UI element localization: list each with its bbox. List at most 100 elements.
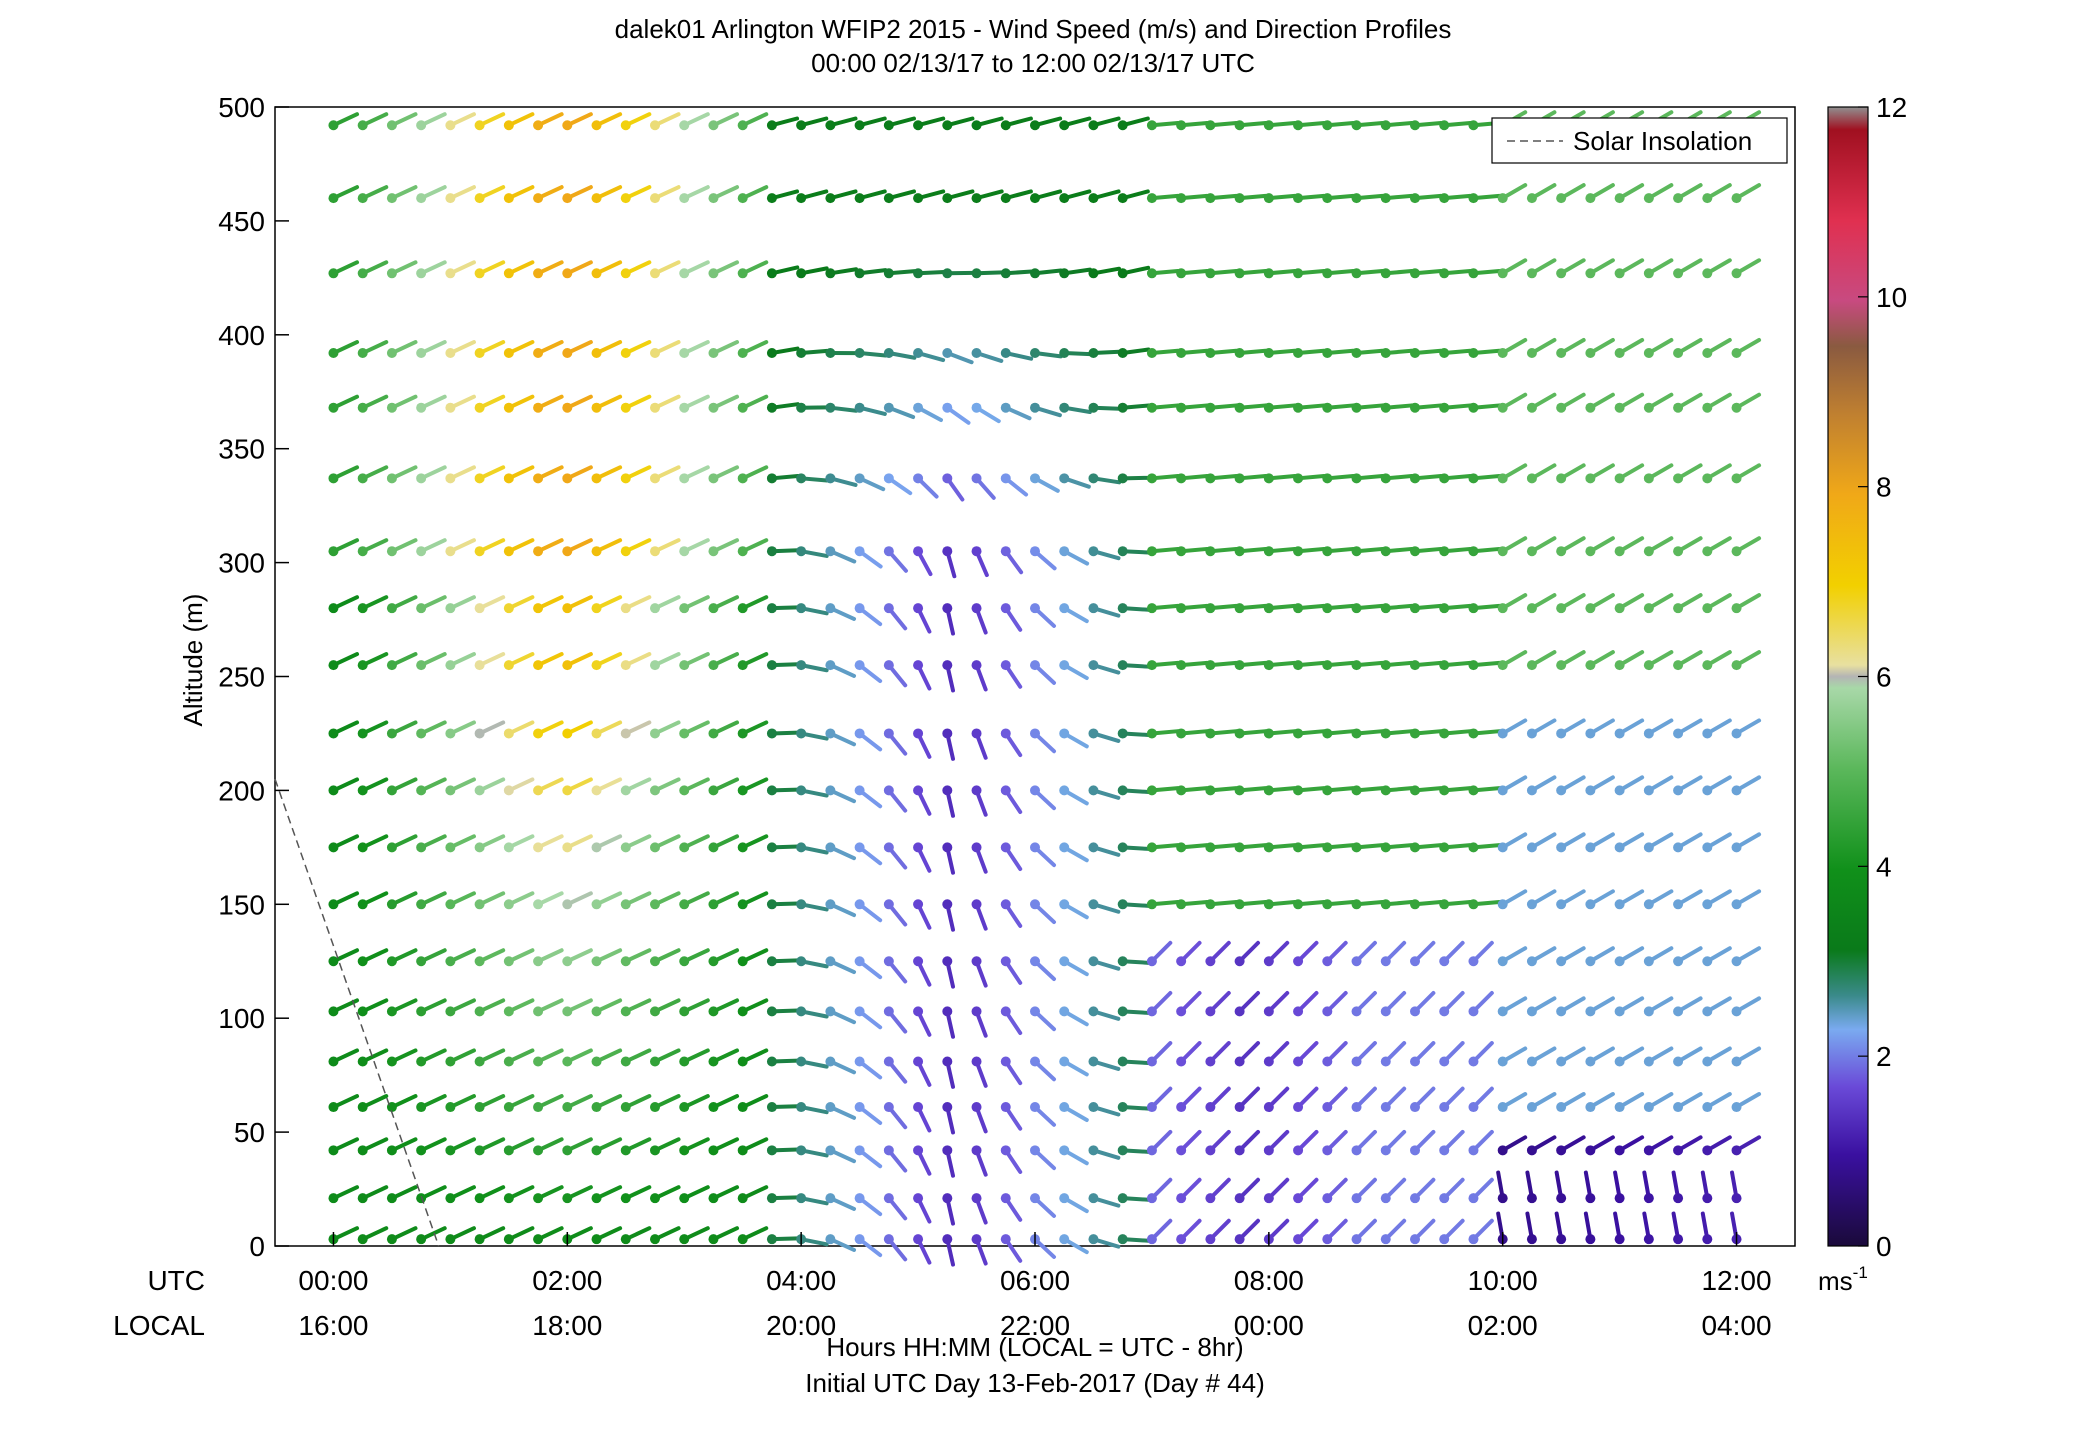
wind-barb-dot — [1264, 546, 1274, 556]
wind-barb-dot — [1468, 473, 1478, 483]
wind-barb-dot — [1439, 193, 1449, 203]
wind-barb-dot — [1147, 1193, 1157, 1203]
wind-barb-dot — [1468, 728, 1478, 738]
utc-row-label: UTC — [147, 1265, 205, 1296]
wind-barb-dot — [796, 473, 806, 483]
wind-barb-dot — [1322, 473, 1332, 483]
wind-barb-dot — [1381, 193, 1391, 203]
wind-barb-dot — [1585, 268, 1595, 278]
wind-barb-dot — [1059, 660, 1069, 670]
wind-barb-dot — [650, 1145, 660, 1155]
wind-barb-dot — [592, 1193, 602, 1203]
wind-barb-dot — [1702, 268, 1712, 278]
wind-barb-dot — [855, 1056, 865, 1066]
wind-barb-dot — [1176, 728, 1186, 738]
wind-barb-dot — [1439, 1102, 1449, 1112]
wind-barb-dot — [1410, 1234, 1420, 1244]
wind-barb-dot — [1439, 473, 1449, 483]
wind-barb-dot — [884, 899, 894, 909]
wind-barb-dot — [358, 1006, 368, 1016]
wind-barb-dot — [1498, 842, 1508, 852]
wind-barb-dot — [972, 728, 982, 738]
wind-barb-dot — [1118, 785, 1128, 795]
wind-barb-dot — [942, 956, 952, 966]
wind-barb-dot — [1235, 268, 1245, 278]
wind-barb-dot — [1381, 268, 1391, 278]
wind-barb-dot — [1556, 193, 1566, 203]
wind-barb-dot — [1732, 1006, 1742, 1016]
wind-barb-dot — [1118, 1056, 1128, 1066]
wind-barb-dot — [1439, 348, 1449, 358]
wind-barb-dot — [1030, 899, 1040, 909]
wind-barb-dot — [1088, 899, 1098, 909]
wind-barb-dot — [445, 268, 455, 278]
wind-barb-dot — [650, 1102, 660, 1112]
wind-barb-dot — [738, 728, 748, 738]
wind-barb-dot — [1030, 842, 1040, 852]
wind-barb-dot — [1732, 899, 1742, 909]
wind-barb-dot — [416, 785, 426, 795]
wind-barb-dot — [1468, 348, 1478, 358]
wind-barb-dot — [416, 1056, 426, 1066]
wind-barb-dot — [738, 193, 748, 203]
wind-barb-dot — [592, 268, 602, 278]
wind-barb-dot — [1381, 546, 1391, 556]
wind-barb-dot — [855, 1145, 865, 1155]
wind-barb-dot — [942, 1102, 952, 1112]
wind-barb-dot — [1468, 1006, 1478, 1016]
wind-barb-dot — [1235, 728, 1245, 738]
wind-barb-dot — [738, 1145, 748, 1155]
wind-barb-dot — [1410, 1145, 1420, 1155]
wind-barb-dot — [767, 842, 777, 852]
wind-barb-dot — [387, 1056, 397, 1066]
wind-barb-dot — [1205, 546, 1215, 556]
wind-barb-dot — [913, 785, 923, 795]
wind-barb-dot — [562, 1193, 572, 1203]
wind-barb-dot — [738, 403, 748, 413]
wind-barb-dot — [1147, 120, 1157, 130]
wind-barb-dot — [1059, 603, 1069, 613]
wind-barb-dot — [358, 348, 368, 358]
wind-barb-dot — [533, 473, 543, 483]
y-tick-label: 300 — [218, 548, 265, 579]
wind-barb-dot — [445, 546, 455, 556]
wind-barb-dot — [1732, 348, 1742, 358]
wind-barb-dot — [1556, 842, 1566, 852]
wind-barb-dot — [562, 1145, 572, 1155]
wind-barb-dot — [1088, 348, 1098, 358]
wind-barb-dot — [1527, 1234, 1537, 1244]
wind-barb-dot — [738, 842, 748, 852]
wind-barb-dot — [1732, 268, 1742, 278]
wind-barb-dot — [533, 193, 543, 203]
wind-barb-dot — [1732, 1145, 1742, 1155]
wind-barb-dot — [1439, 956, 1449, 966]
wind-barb-dot — [796, 603, 806, 613]
wind-barb-dot — [1644, 1006, 1654, 1016]
wind-barb-dot — [1205, 120, 1215, 130]
wind-barb-dot — [884, 956, 894, 966]
wind-barb-dot — [679, 268, 689, 278]
wind-barb-dot — [1235, 1234, 1245, 1244]
wind-barb-dot — [445, 1193, 455, 1203]
wind-barb-dot — [913, 193, 923, 203]
wind-barb-dot — [972, 1056, 982, 1066]
wind-barb-dot — [1352, 193, 1362, 203]
wind-barb-dot — [1585, 1056, 1595, 1066]
wind-barb-dot — [1030, 785, 1040, 795]
wind-barb-dot — [1527, 660, 1537, 670]
wind-barb-dot — [445, 193, 455, 203]
wind-barb-dot — [445, 348, 455, 358]
wind-barb-dot — [1293, 1006, 1303, 1016]
wind-barb-dot — [445, 899, 455, 909]
wind-barb-dot — [650, 1006, 660, 1016]
wind-barb-dot — [445, 473, 455, 483]
wind-barb-dot — [1293, 956, 1303, 966]
wind-barb-dot — [1235, 956, 1245, 966]
wind-barb-dot — [1732, 956, 1742, 966]
wind-barb-dot — [1498, 268, 1508, 278]
wind-barb-dot — [679, 660, 689, 670]
wind-barb-dot — [825, 1193, 835, 1203]
wind-barb-dot — [825, 956, 835, 966]
wind-barb-dot — [533, 120, 543, 130]
